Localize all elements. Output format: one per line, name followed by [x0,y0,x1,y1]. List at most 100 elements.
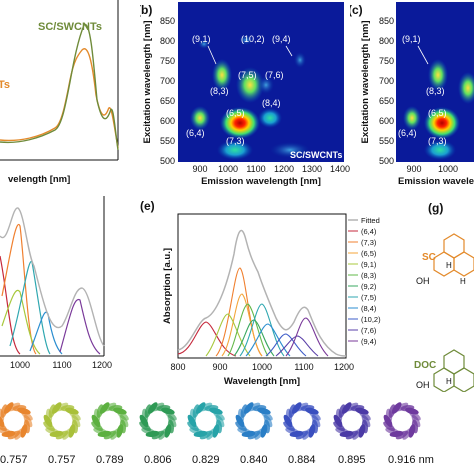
nanotube-diameter: 0.757 [0,454,28,466]
panel-e-ylabel: Absorption [a.u.] [162,248,173,324]
svg-text:(6,5): (6,5) [428,108,447,118]
svg-text:H: H [446,377,452,386]
panel-b: (b) (9,1) (10,2) (9,4) (8,3) (7,5) (7,6)… [137,0,350,190]
curve-7-6 [275,335,319,357]
curve-fitted [177,229,347,357]
svg-text:1300: 1300 [302,164,322,174]
svg-text:(10,2): (10,2) [361,315,381,324]
svg-text:550: 550 [160,136,175,146]
peak-label-7-5: (7,5) [238,70,257,80]
svg-text:700: 700 [379,76,394,86]
panel-a-legend-fragment: Ts [0,79,10,91]
nanotube-9-2-icon [139,402,177,440]
nanotube-6-5-icon [0,402,33,440]
svg-text:H: H [446,261,452,270]
panel-a-xlabel: velength [nm] [8,174,70,185]
svg-text:750: 750 [379,56,394,66]
svg-text:1200: 1200 [92,360,112,370]
panel-e: (e) 800 900 1000 1100 1200 Wavelength [n… [136,194,406,390]
svg-text:(7,3): (7,3) [361,238,377,247]
curve-9-4 [285,317,329,357]
peak-label-8-3: (8,3) [210,86,229,96]
svg-text:1100: 1100 [246,164,265,174]
nanotube-diameter: 0.895 [338,454,366,466]
nanotube-9-1-icon [43,402,81,440]
svg-text:1000: 1000 [438,164,458,174]
curve-6-4 [177,321,237,357]
svg-text:650: 650 [379,96,394,106]
svg-text:(8,4): (8,4) [361,304,377,313]
nanotube-9-4-icon [383,402,421,440]
sc-label: SC [422,252,436,263]
svg-text:(6,5): (6,5) [361,249,377,258]
svg-text:(9,4): (9,4) [361,337,377,346]
panel-e-plot-area [177,213,347,359]
panel-c-label: (c) [350,3,363,17]
nanotube-10-2-icon [283,402,321,440]
doc-label: DOC [414,360,436,371]
panel-c-xlabel: Emission wavelen [398,176,474,187]
panel-b-label: (b) [140,3,152,17]
peak-label-6-5: (6,5) [226,108,245,118]
svg-text:1000: 1000 [252,362,272,372]
nanotube-7-5-icon [187,402,225,440]
curve-8-3 [227,303,269,357]
panel-a-legend-sc: SC/SWCNTs [38,21,102,33]
svg-text:1400: 1400 [330,164,350,174]
curve-6-5 [221,293,263,357]
peak-label-7-6: (7,6) [265,70,284,80]
peak-label-6-4: (6,4) [186,128,205,138]
panel-c: (c) (9,1) (8,3) (6,4) (6,5) (7,3) 900 10… [348,0,474,190]
peak-label-9-4: (9,4) [272,34,291,44]
svg-text:550: 550 [379,136,394,146]
svg-text:500: 500 [160,156,175,166]
peak-label-9-1: (9,1) [192,34,211,44]
svg-text:(7,6): (7,6) [361,326,377,335]
panel-c-ylabel: Excitation wavelength [nm] [360,21,371,144]
svg-text:800: 800 [170,362,185,372]
nanotube-7-6-icon [333,402,371,440]
svg-text:1200: 1200 [274,164,294,174]
svg-text:(8,3): (8,3) [426,86,445,96]
svg-text:(7,3): (7,3) [428,136,447,146]
nanotube-diameter: 0.829 [192,454,220,466]
panel-g: (g) SC OH H H DOC OH H [408,196,474,393]
svg-text:OH: OH [416,380,430,390]
panel-b-sample-label: SC/SWCNTs [290,150,342,160]
svg-text:(6,4): (6,4) [398,128,417,138]
peak-label-7-3: (7,3) [226,136,245,146]
peak-label-8-4: (8,4) [262,98,281,108]
svg-text:H: H [460,277,466,286]
svg-text:1100: 1100 [294,362,313,372]
curve-9-1 [205,313,251,357]
svg-text:900: 900 [192,164,207,174]
nanotube-8-3-icon [91,402,129,440]
svg-text:850: 850 [160,16,175,26]
panel-g-label: (g) [428,201,443,215]
nanotube-8-4-icon [235,402,273,440]
panel-d-chart: 1000 1100 1200 [0,196,112,370]
nanotube-diameter: 0.916 nm [388,454,434,466]
svg-text:650: 650 [160,96,175,106]
svg-text:(7,5): (7,5) [361,293,377,302]
panel-e-legend: Fitted (6,4) (7,3) (6,5) (9,1) (8,3) (9,… [348,216,381,346]
svg-text:OH: OH [416,276,430,286]
curve-8-4 [245,323,291,357]
curve-7-5 [239,303,285,357]
nanotube-diameter: 0.789 [96,454,124,466]
svg-text:(9,2): (9,2) [361,282,377,291]
svg-text:600: 600 [379,116,394,126]
svg-text:850: 850 [379,16,394,26]
svg-text:500: 500 [379,156,394,166]
svg-text:700: 700 [160,76,175,86]
svg-text:1000: 1000 [10,360,30,370]
svg-text:1100: 1100 [52,360,71,370]
nanotube-diameter: 0.757 [48,454,76,466]
panel-e-curves [177,229,347,357]
panel-b-xlabel: Emission wavelength [nm] [201,176,321,187]
svg-text:Fitted: Fitted [361,216,380,225]
svg-text:900: 900 [406,164,421,174]
nanotube-row: 0.757 0.757 0.789 0.806 0.829 0.840 0.884 0.895… [0,392,474,474]
nanotube-diameter: 0.884 [288,454,316,466]
svg-text:(9,1): (9,1) [361,260,377,269]
